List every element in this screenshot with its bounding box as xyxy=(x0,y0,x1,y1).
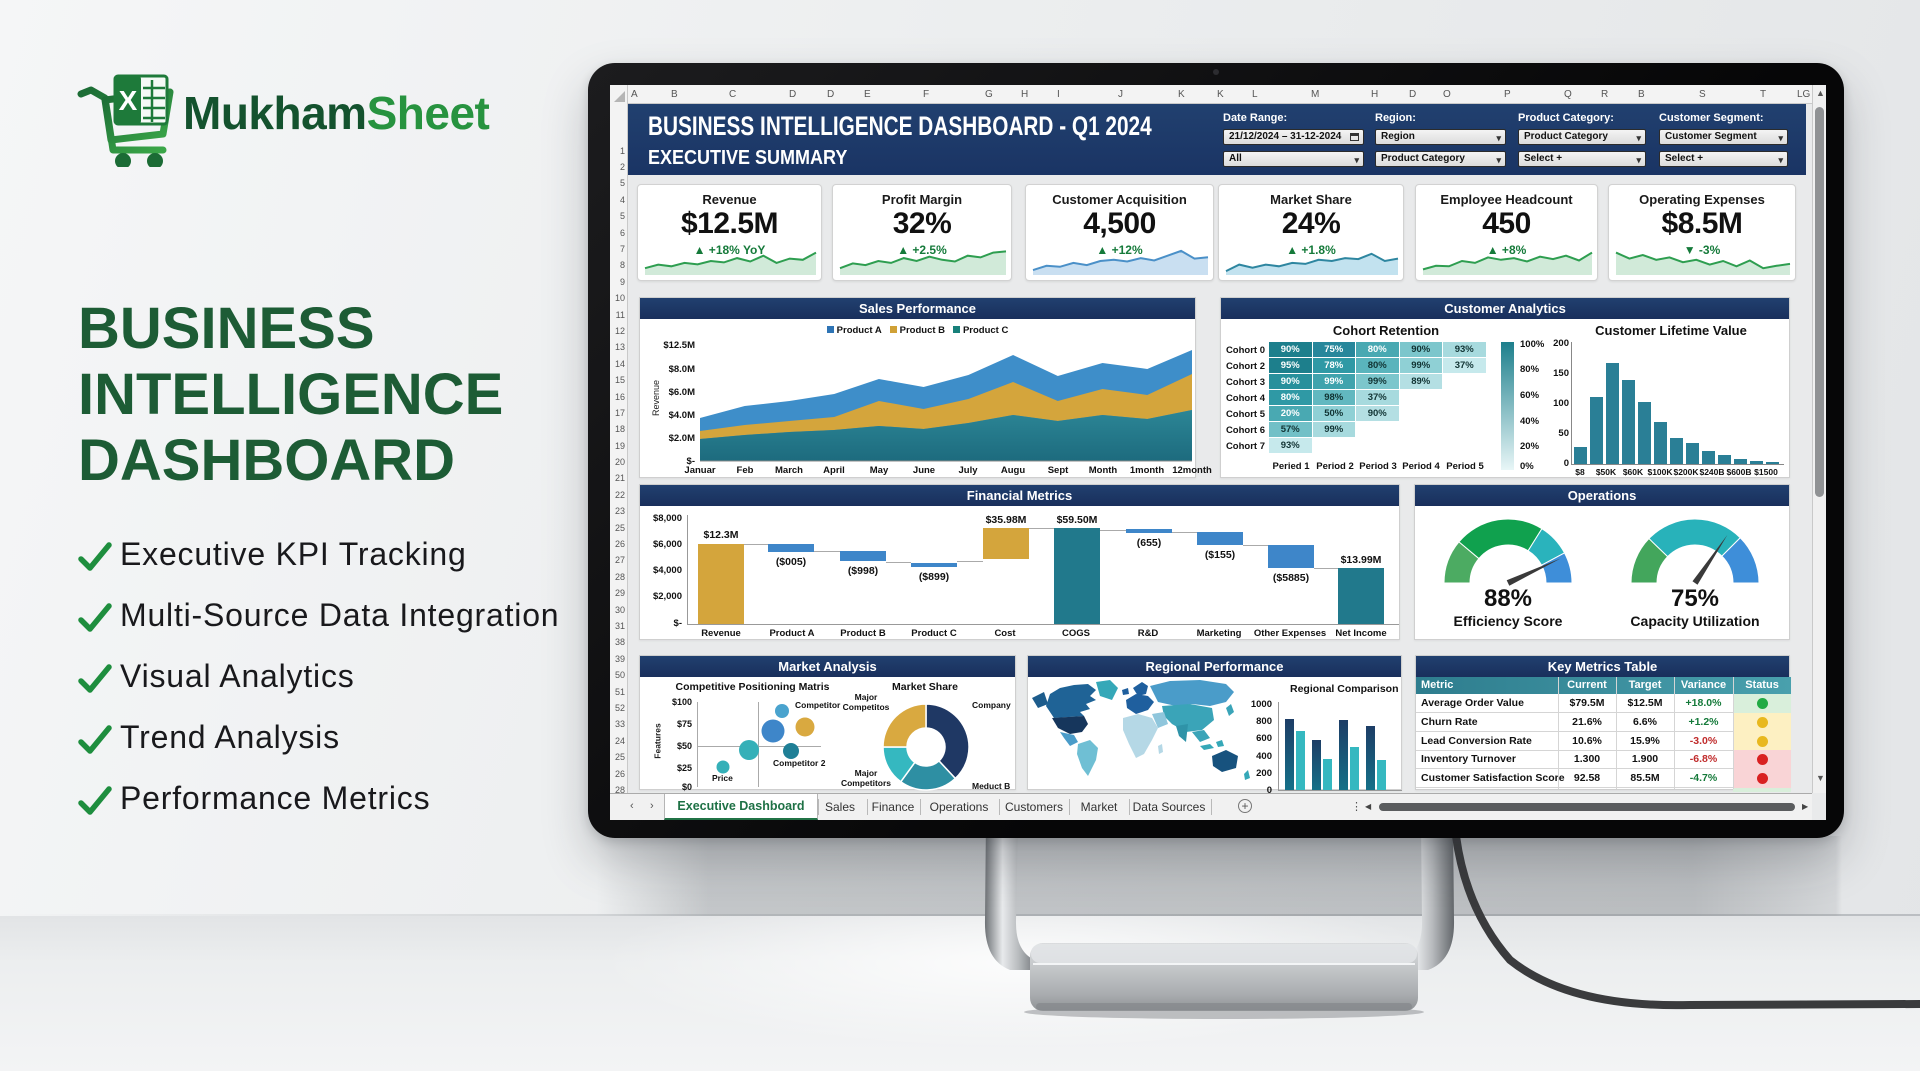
svg-text:X: X xyxy=(119,85,138,116)
